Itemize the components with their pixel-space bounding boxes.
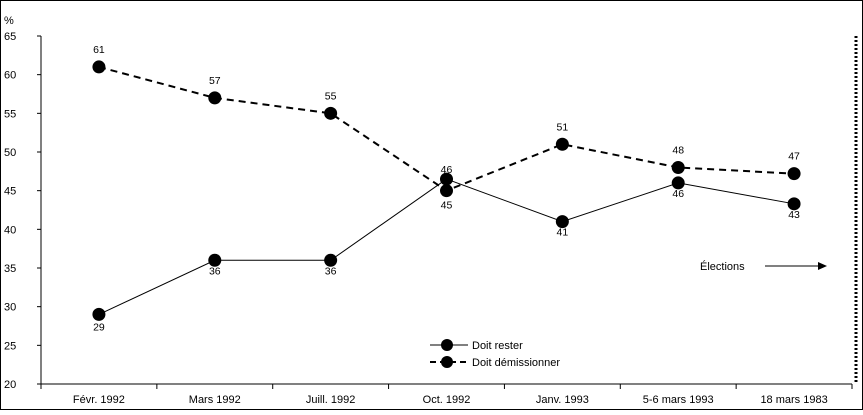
y-tick-label: 20 bbox=[4, 379, 16, 391]
y-tick-label: 35 bbox=[4, 263, 16, 275]
y-axis: % 20 25 30 35 40 45 50 55 60 65 bbox=[4, 15, 42, 391]
data-label: 46 bbox=[441, 164, 453, 176]
data-label: 51 bbox=[557, 121, 569, 133]
data-point bbox=[671, 176, 685, 190]
data-label: 41 bbox=[557, 227, 569, 239]
x-tick-label: Oct. 1992 bbox=[423, 394, 471, 406]
data-point bbox=[671, 160, 685, 174]
data-point bbox=[440, 184, 453, 198]
y-tick-label: 50 bbox=[4, 147, 16, 159]
legend-doit-rester: Doit rester bbox=[430, 339, 523, 352]
data-point bbox=[555, 137, 569, 151]
x-axis: Févr. 1992 Mars 1992 Juill. 1992 Oct. 1992 J… bbox=[40, 383, 853, 406]
data-point bbox=[787, 197, 801, 211]
y-tick-label: 65 bbox=[4, 31, 16, 43]
legend-doit-demissionner: Doit démissionner bbox=[430, 356, 560, 369]
x-tick-label: Janv. 1993 bbox=[536, 394, 589, 406]
legend-marker bbox=[441, 339, 453, 351]
data-label: 57 bbox=[209, 75, 221, 87]
y-tick-label: 45 bbox=[4, 186, 16, 198]
x-tick-label: 5-6 mars 1993 bbox=[643, 394, 714, 406]
x-tick-label: Juill. 1992 bbox=[306, 394, 356, 406]
elections-annotation: Élections bbox=[700, 260, 745, 273]
elections-arrow-head bbox=[818, 262, 827, 270]
data-point bbox=[92, 60, 106, 74]
data-label: 29 bbox=[93, 321, 105, 333]
y-axis-label: % bbox=[4, 15, 14, 27]
series-doit-rester: 29 36 36 46 41 46 43 bbox=[92, 164, 801, 333]
series-layer: 29 36 36 46 41 46 43 61 57 55 45 51 48 47 bbox=[92, 44, 801, 333]
data-label: 43 bbox=[788, 209, 800, 221]
data-point bbox=[440, 172, 453, 186]
data-point bbox=[324, 106, 338, 120]
data-label: 36 bbox=[209, 265, 221, 277]
data-point bbox=[787, 167, 801, 181]
legend: Doit rester Doit démissionner bbox=[430, 339, 560, 369]
y-tick-label: 40 bbox=[4, 224, 16, 236]
data-label: 47 bbox=[788, 151, 800, 163]
data-point bbox=[555, 215, 569, 229]
data-point bbox=[208, 91, 222, 105]
y-tick-label: 60 bbox=[4, 70, 16, 82]
data-label: 45 bbox=[441, 200, 453, 212]
series-doit-demissionner: 61 57 55 45 51 48 47 bbox=[92, 44, 801, 212]
data-point bbox=[92, 307, 106, 321]
legend-label: Doit démissionner bbox=[472, 357, 560, 369]
data-label: 55 bbox=[325, 90, 337, 102]
y-tick-label: 30 bbox=[4, 302, 16, 314]
annotation: Élections bbox=[700, 36, 858, 384]
data-label: 36 bbox=[325, 265, 337, 277]
x-tick-label: 18 mars 1983 bbox=[760, 394, 827, 406]
data-point bbox=[208, 253, 222, 267]
x-tick-label: Févr. 1992 bbox=[73, 394, 125, 406]
x-tick-label: Mars 1992 bbox=[189, 394, 241, 406]
data-label: 46 bbox=[672, 188, 684, 200]
legend-label: Doit rester bbox=[472, 340, 523, 352]
legend-marker bbox=[441, 356, 453, 368]
data-point bbox=[324, 253, 338, 267]
y-tick-label: 55 bbox=[4, 108, 16, 120]
data-label: 61 bbox=[93, 44, 105, 56]
data-label: 48 bbox=[672, 144, 684, 156]
y-tick-label: 25 bbox=[4, 340, 16, 352]
